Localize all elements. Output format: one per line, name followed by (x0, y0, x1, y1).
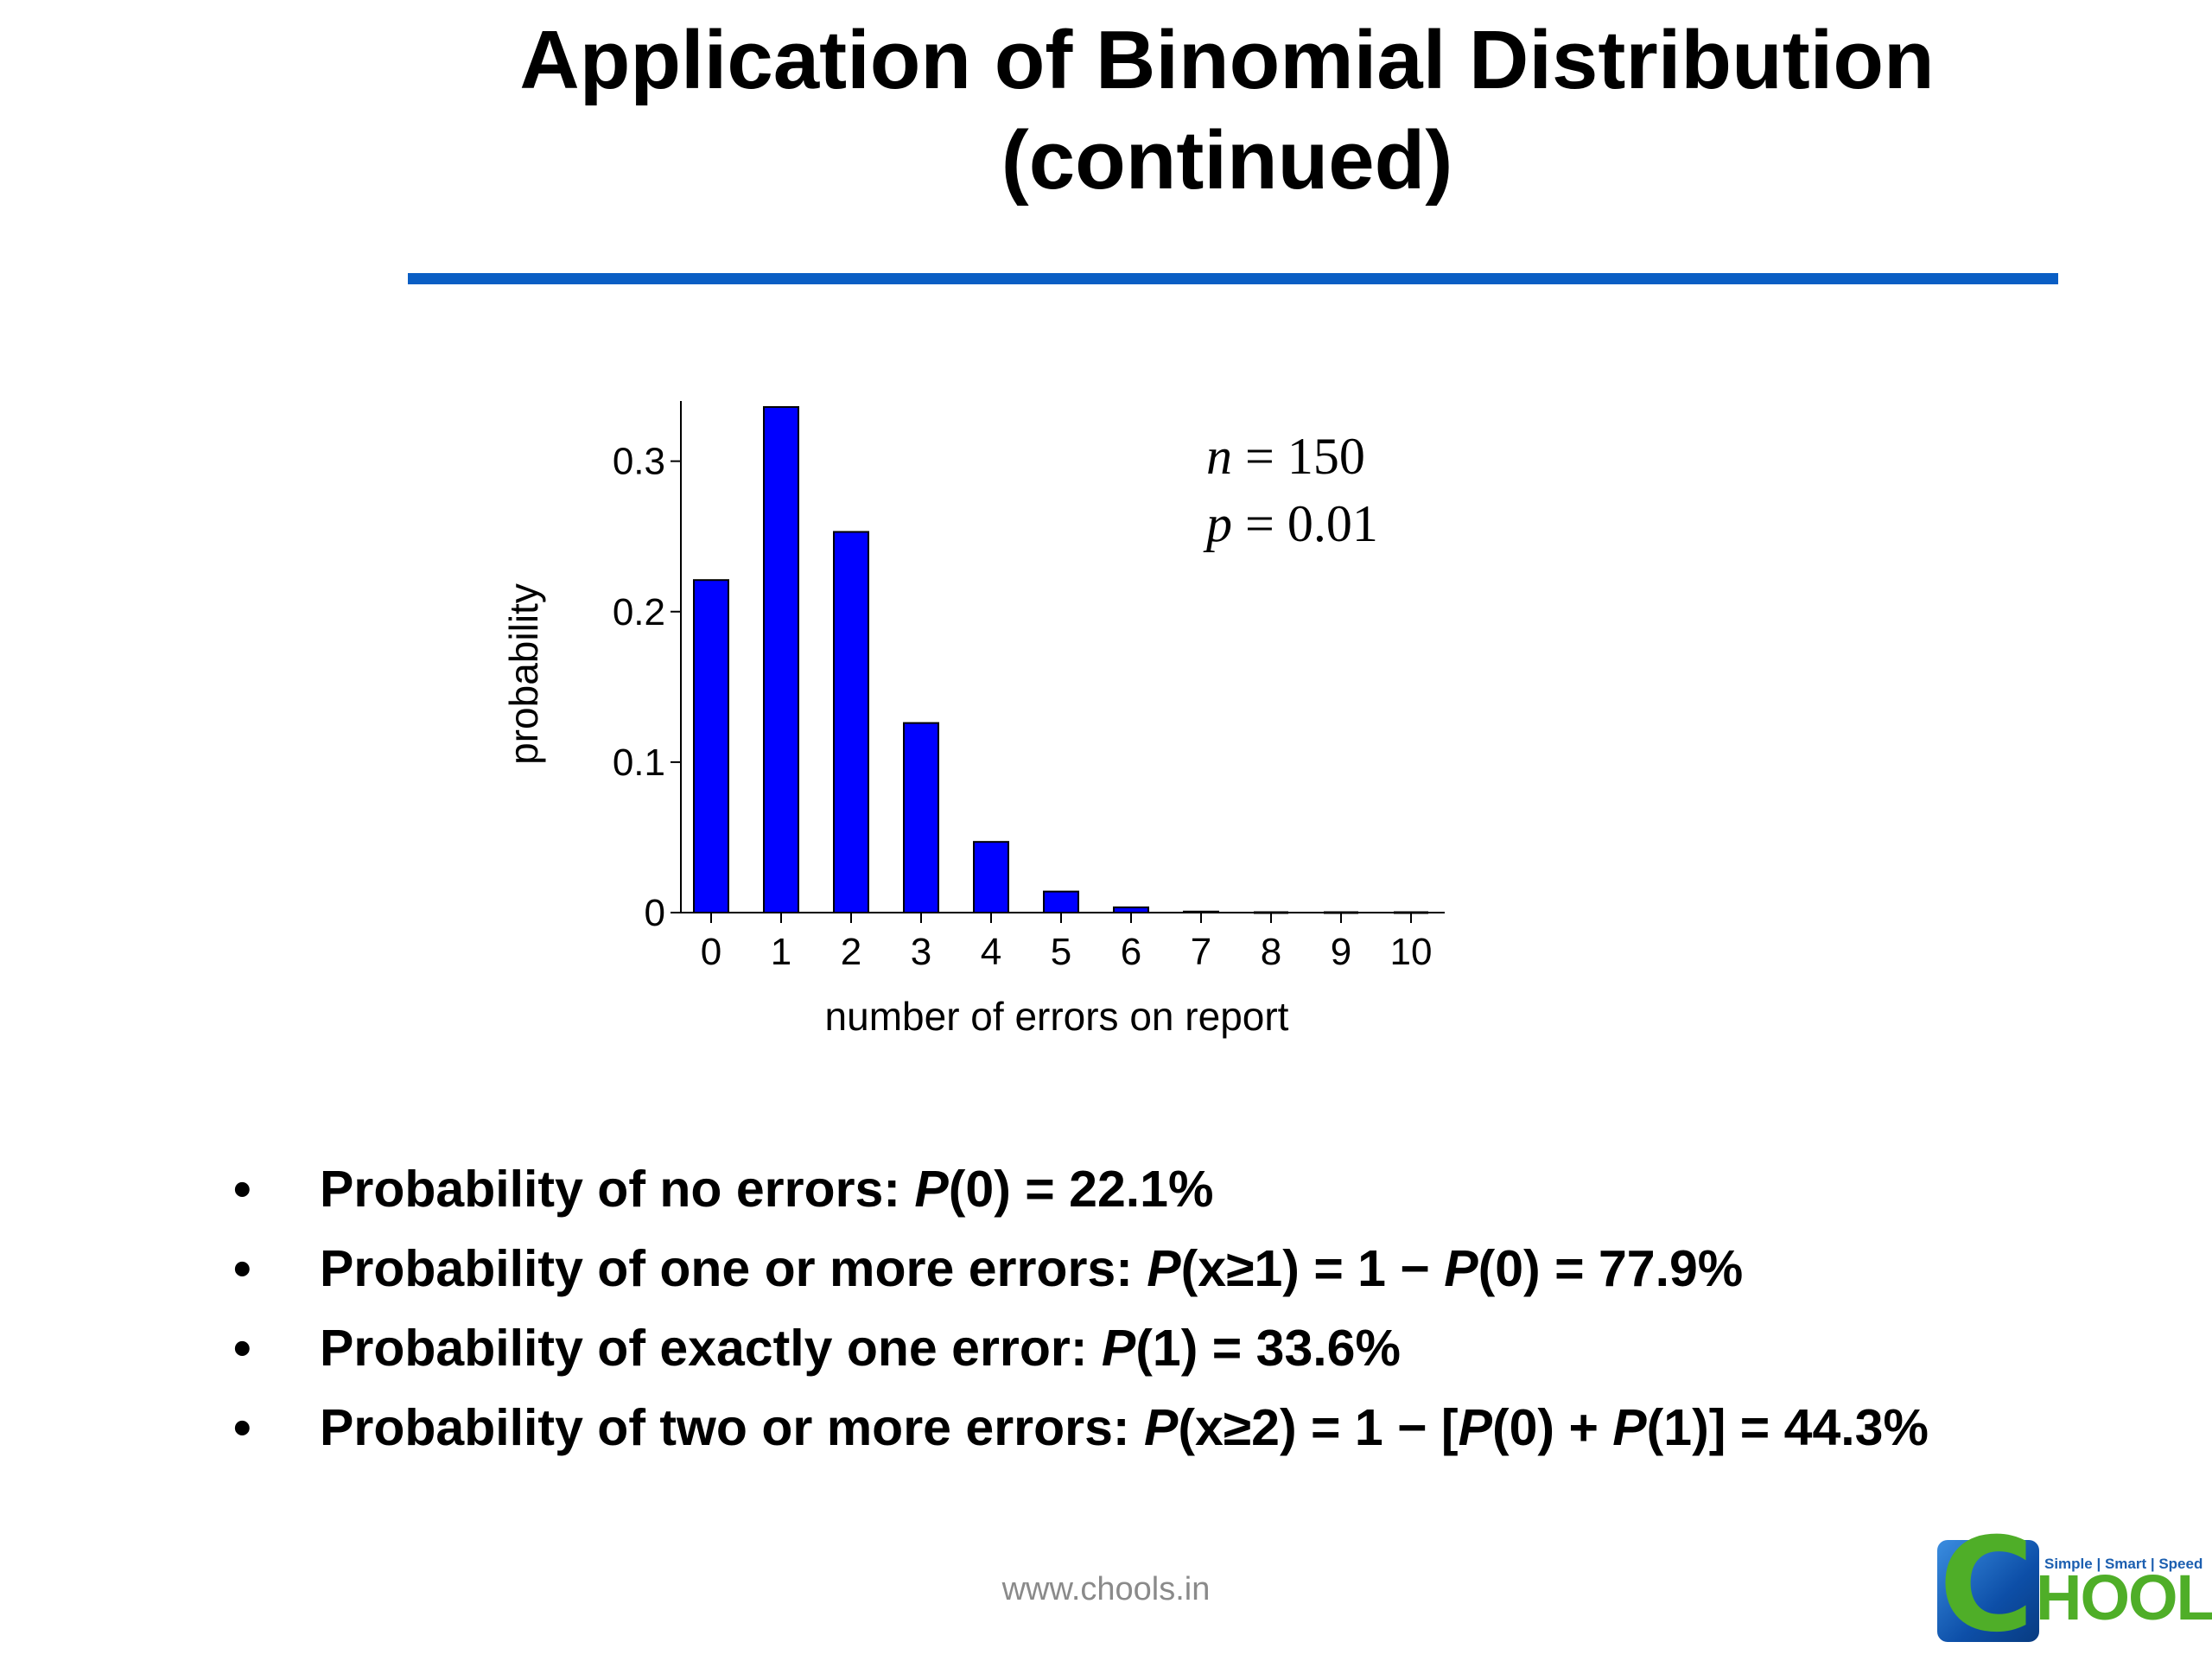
logo-badge (1937, 1540, 2039, 1642)
bar (1183, 910, 1219, 914)
title-line-1: Application of Binomial Distribution (519, 14, 1935, 106)
y-tick-label: 0.2 (613, 591, 665, 633)
x-tick-label: 2 (841, 931, 861, 973)
x-tick-label: 5 (1051, 931, 1071, 973)
bar (903, 722, 939, 913)
x-axis-label: number of errors on report (825, 994, 1289, 1039)
formula-variable: P (914, 1161, 949, 1218)
chools-logo: C Simple | Smart | Speed HOOLS (1934, 1521, 2212, 1651)
bar (833, 531, 869, 913)
x-tick-label: 10 (1390, 931, 1433, 973)
formula-variable: P (1101, 1320, 1136, 1377)
title-line-2: (continued) (1001, 114, 1453, 207)
annotation-value: = 150 (1232, 428, 1365, 485)
x-tick-label: 7 (1191, 931, 1211, 973)
binomial-bar-chart: 0 0.1 0.2 0.3 0 1 2 3 4 5 6 7 8 9 10 number of errors o… (501, 401, 1445, 1039)
formula-variable: P (1612, 1399, 1647, 1456)
x-tick-label: 3 (911, 931, 931, 973)
formula-text: (0) = 22.1% (948, 1161, 1214, 1218)
bar (973, 841, 1009, 914)
y-tick-label: 0 (645, 892, 665, 934)
bullet-text: Probability of exactly one error: (320, 1320, 1102, 1377)
bullet-dot: • (233, 1161, 251, 1218)
bullet-item: • Probability of exactly one error: P(1)… (233, 1308, 2186, 1388)
x-tick-label: 0 (701, 931, 721, 973)
logo-letter: C (1939, 1511, 2035, 1661)
formula-text: (0) + (1491, 1399, 1613, 1456)
y-axis-label: probability (501, 583, 546, 765)
bar (1113, 906, 1149, 914)
title-divider (408, 273, 2058, 284)
bullet-list: • Probability of no errors: P(0) = 22.1%… (233, 1149, 2186, 1467)
bullet-formula: P(0) = 22.1% (914, 1161, 1213, 1218)
logo-wordmark: HOOLS (2036, 1562, 2212, 1633)
bullet-dot: • (233, 1240, 251, 1297)
bullet-formula: P(x≥2) = 1 − [P(0) + P(1)] = 44.3% (1144, 1399, 1929, 1456)
slide-title: Application of Binomial Distribution (co… (363, 10, 2091, 211)
chart-annotation: n = 150 (1206, 428, 1365, 485)
formula-variable: P (1444, 1240, 1478, 1297)
annotation-value: = 0.01 (1232, 495, 1378, 552)
formula-text: (1)] = 44.3% (1646, 1399, 1929, 1456)
bullet-item: • Probability of no errors: P(0) = 22.1% (233, 1149, 2186, 1229)
footer-url: www.chools.in (1001, 1571, 1211, 1607)
chart-annotation: p = 0.01 (1203, 495, 1378, 552)
annotation-variable: p (1203, 495, 1232, 552)
x-tick-label: 8 (1261, 931, 1281, 973)
formula-text: (x≥1) = 1 − (1180, 1240, 1445, 1297)
bullet-item: • Probability of one or more errors: P(x… (233, 1229, 2186, 1308)
x-tick-label: 4 (981, 931, 1001, 973)
bullet-text: Probability of one or more errors: (320, 1240, 1147, 1297)
bar (693, 579, 729, 913)
formula-text: (0) = 77.9% (1478, 1240, 1744, 1297)
bullet-formula: P(x≥1) = 1 − P(0) = 77.9% (1147, 1240, 1743, 1297)
formula-text: (x≥2) = 1 − [ (1178, 1399, 1459, 1456)
bar (1043, 890, 1079, 914)
bullet-dot: • (233, 1320, 251, 1377)
formula-variable: P (1147, 1240, 1181, 1297)
bullet-text: Probability of two or more errors: (320, 1399, 1144, 1456)
bullet-text: Probability of no errors: (320, 1161, 915, 1218)
logo-tagline: Simple | Smart | Speed (2044, 1556, 2203, 1572)
bar (763, 405, 799, 913)
bullet-item: • Probability of two or more errors: P(x… (233, 1388, 2186, 1467)
formula-variable: P (1458, 1399, 1492, 1456)
y-tick-label: 0.1 (613, 741, 665, 784)
x-tick-label: 6 (1121, 931, 1141, 973)
x-tick-label: 9 (1331, 931, 1351, 973)
y-tick-label: 0.3 (613, 441, 665, 483)
annotation-variable: n (1206, 428, 1232, 485)
x-tick-label: 1 (771, 931, 791, 973)
bullet-dot: • (233, 1399, 251, 1456)
bullet-formula: P(1) = 33.6% (1102, 1320, 1401, 1377)
formula-text: (1) = 33.6% (1135, 1320, 1401, 1377)
formula-variable: P (1143, 1399, 1179, 1456)
